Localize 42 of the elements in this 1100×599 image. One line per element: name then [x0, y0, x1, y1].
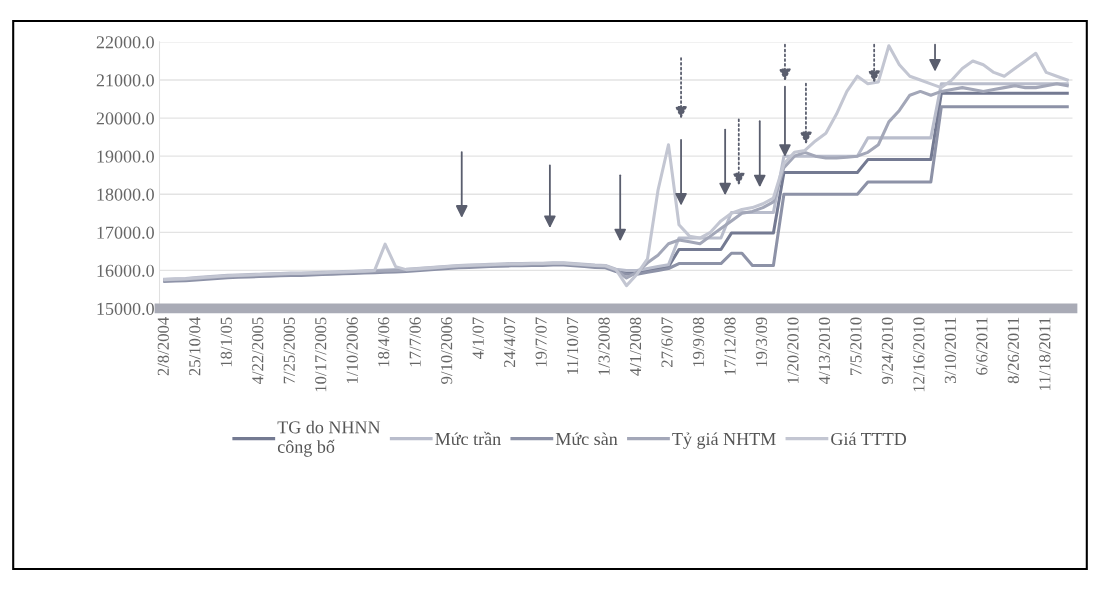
y-tick-label: 22000.0 — [96, 36, 154, 49]
x-tick-label: 4/1/07 — [472, 317, 484, 360]
x-tick-label: 24/4/07 — [503, 317, 516, 368]
x-tick-label: 11/18/2011 — [1039, 317, 1051, 391]
x-tick-label: 18/4/06 — [378, 317, 390, 367]
x-tick-label: 8/26/2011 — [1007, 317, 1019, 384]
x-tick-label: 4/13/2010 — [818, 317, 831, 385]
y-tick-label: 15000.0 — [97, 302, 154, 316]
x-tick-label: 12/16/2010 — [913, 317, 925, 392]
x-tick-label: 19/7/07 — [535, 317, 547, 367]
x-tick-label: 6/6/2011 — [976, 317, 988, 375]
y-tick-label: 19000.0 — [97, 150, 154, 163]
x-tick-label: 11/10/07 — [566, 317, 579, 374]
x-tick-label: 18/1/05 — [220, 317, 232, 367]
x-tick-label: 25/10/04 — [189, 317, 201, 376]
x-tick-label: 3/10/2011 — [944, 317, 956, 383]
x-tick-label: 1/10/2006 — [346, 317, 358, 383]
x-tick-label: 1/20/2010 — [787, 317, 799, 383]
y-tick-label: 17000.0 — [97, 226, 154, 239]
x-tick-label: 7/25/2005 — [283, 317, 295, 384]
y-tick-label: 16000.0 — [97, 264, 154, 277]
x-tick-label: 2/8/2004 — [157, 317, 169, 376]
legend-label: TG do NHNN công bố — [277, 420, 381, 457]
y-tick-label: 21000.0 — [96, 74, 154, 87]
x-tick-label: 19/3/09 — [755, 317, 768, 367]
y-tick-label: 18000.0 — [97, 188, 154, 201]
x-tick-label: 1/3/2008 — [598, 317, 610, 375]
legend-label: Mức sàn — [555, 432, 618, 446]
x-tick-label: 9/10/2006 — [441, 317, 453, 384]
x-tick-label: 10/17/2005 — [315, 317, 327, 392]
x-tick-label: 4/22/2005 — [252, 317, 264, 385]
legend-label: Giá TTTD — [831, 432, 907, 446]
x-tick-label: 4/1/2008 — [629, 317, 642, 376]
x-tick-label: 7/5/2010 — [850, 317, 862, 375]
x-tick-label: 17/7/06 — [409, 317, 421, 367]
x-tick-label: 9/24/2010 — [881, 317, 894, 384]
legend-label: Tỷ giá NHTM — [672, 432, 776, 449]
x-tick-label: 17/12/08 — [724, 317, 736, 375]
x-tick-label: 27/6/07 — [661, 317, 673, 368]
x-tick-label: 19/9/08 — [692, 317, 705, 367]
legend-label: Mức trần — [435, 431, 501, 446]
y-tick-label: 20000.0 — [96, 112, 154, 125]
